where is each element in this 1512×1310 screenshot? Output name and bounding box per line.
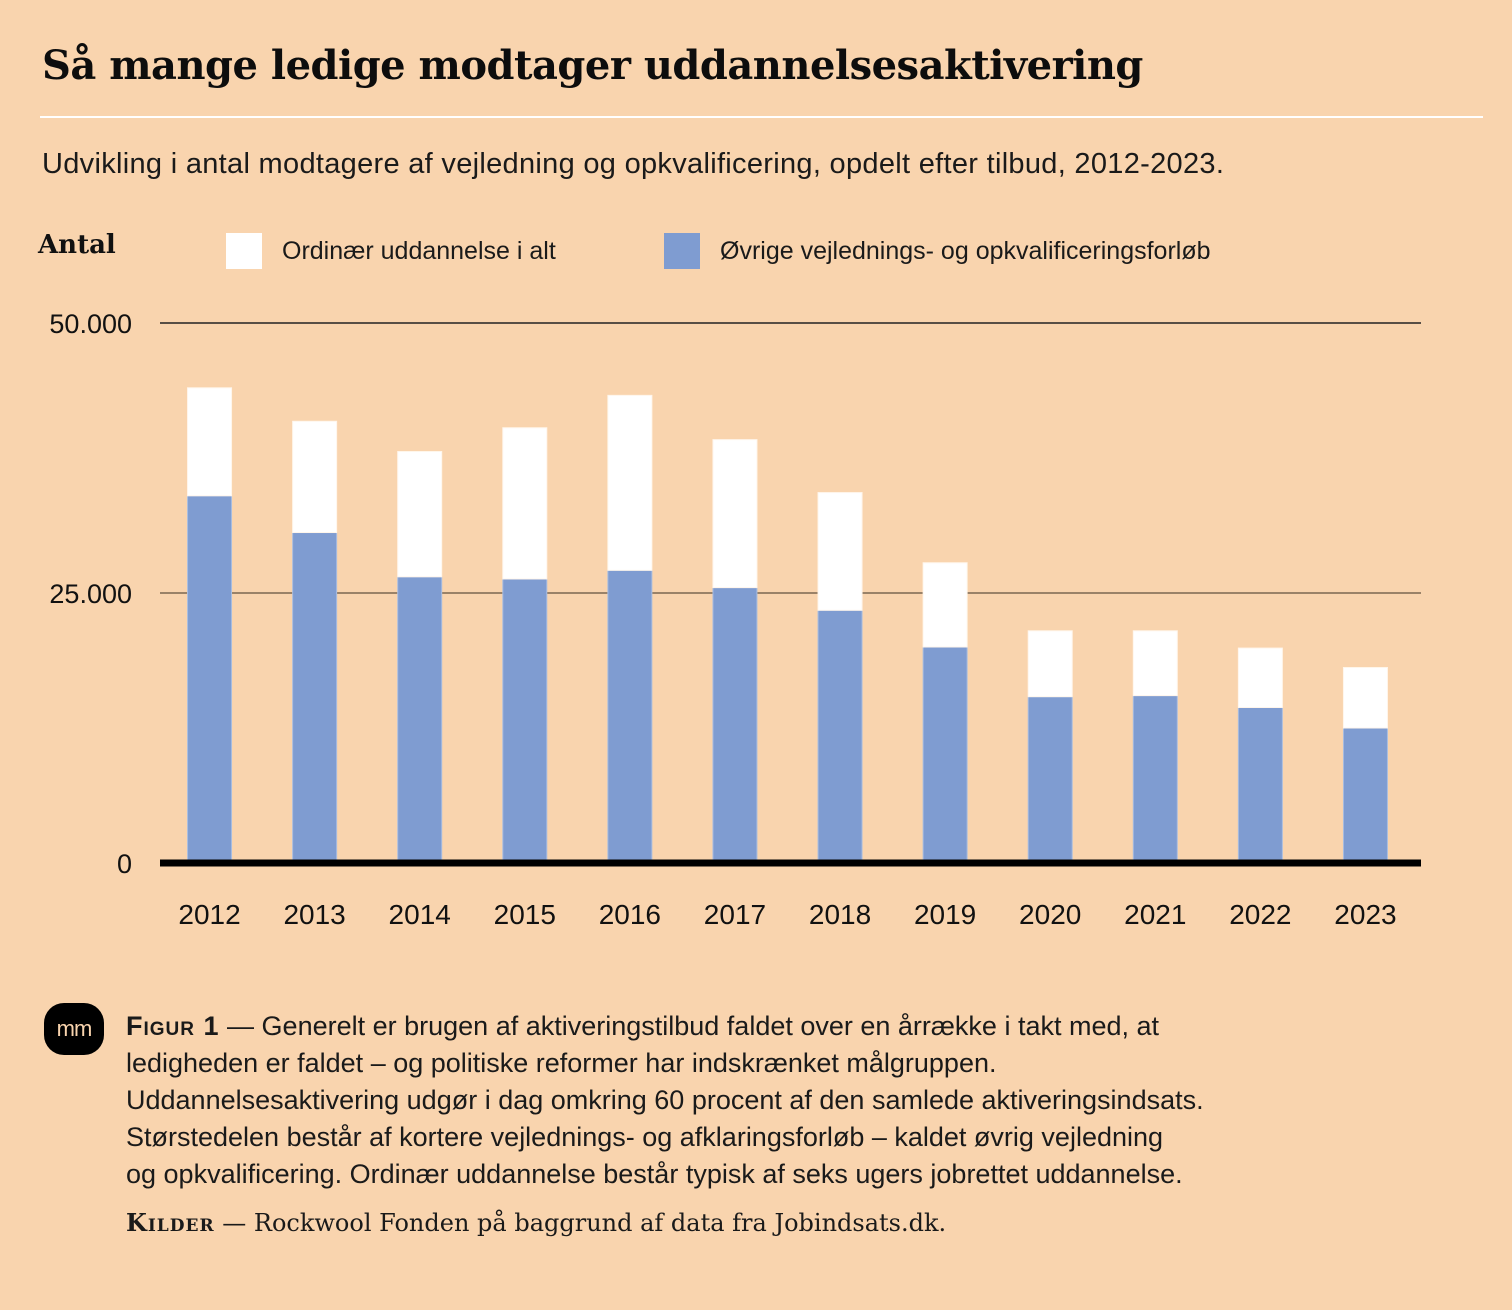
x-tick-label: 2020 bbox=[1019, 899, 1081, 930]
y-axis-label: Antal bbox=[38, 230, 116, 260]
y-tick-label: 50.000 bbox=[49, 309, 132, 339]
bar-segment-oevrige-2020 bbox=[1027, 696, 1073, 864]
bar-segment-ordinaer-2012 bbox=[187, 387, 233, 497]
x-tick-label: 2013 bbox=[283, 899, 345, 930]
bar-segment-ordinaer-2019 bbox=[922, 562, 968, 648]
caption-dash: — bbox=[227, 1011, 255, 1041]
sources: Kilder — Rockwool Fonden på baggrund af … bbox=[126, 1208, 946, 1237]
bar-segment-ordinaer-2013 bbox=[292, 420, 338, 534]
mm-logo: mm bbox=[44, 1003, 104, 1055]
bar-segment-oevrige-2015 bbox=[502, 578, 548, 864]
sources-dash: — bbox=[222, 1209, 247, 1237]
caption-line: Størstedelen består af kortere vejlednin… bbox=[126, 1122, 1164, 1152]
bar-segment-ordinaer-2021 bbox=[1132, 630, 1178, 697]
bar-segment-ordinaer-2023 bbox=[1342, 667, 1388, 729]
x-tick-label: 2016 bbox=[599, 899, 661, 930]
sources-label: Kilder bbox=[126, 1208, 215, 1237]
bar-segment-oevrige-2019 bbox=[922, 646, 968, 864]
caption-line: og opkvalificering. Ordinær uddannelse b… bbox=[126, 1159, 1183, 1189]
x-tick-label: 2019 bbox=[914, 899, 976, 930]
legend-label: Øvrige vejlednings- og opkvalificeringsf… bbox=[720, 236, 1211, 265]
bar-chart: 0 25.000 50.000 2012 2013 2014 2015 2016 2017 201… bbox=[49, 309, 1421, 930]
bar-segment-ordinaer-2015 bbox=[502, 427, 548, 580]
legend-swatch-blue bbox=[664, 233, 700, 269]
bar-segment-oevrige-2014 bbox=[397, 576, 443, 864]
bar-segment-oevrige-2013 bbox=[292, 532, 338, 864]
y-tick-label: 0 bbox=[117, 849, 132, 879]
bar-segment-oevrige-2021 bbox=[1132, 695, 1178, 864]
x-tick-label: 2014 bbox=[389, 899, 451, 930]
bar-segment-ordinaer-2022 bbox=[1237, 647, 1283, 708]
figure-caption: Figur 1 — Generelt er brugen af aktiveri… bbox=[126, 1008, 1466, 1193]
bar-segment-oevrige-2022 bbox=[1237, 706, 1283, 864]
bar-segment-ordinaer-2017 bbox=[712, 439, 758, 589]
legend-item-oevrige: Øvrige vejlednings- og opkvalificeringsf… bbox=[664, 233, 1211, 269]
logo-text: mm bbox=[56, 1016, 93, 1041]
caption-line: ledigheden er faldet – og politiske refo… bbox=[126, 1048, 997, 1078]
legend-swatch-white bbox=[226, 233, 262, 269]
bar-segment-oevrige-2023 bbox=[1342, 727, 1388, 864]
caption-line: Generelt er brugen af aktiveringstilbud … bbox=[261, 1011, 1160, 1041]
sources-text: Rockwool Fonden på baggrund af data fra … bbox=[253, 1209, 947, 1237]
bar-segment-oevrige-2016 bbox=[607, 569, 653, 864]
x-tick-label: 2021 bbox=[1124, 899, 1186, 930]
legend-label: Ordinær uddannelse i alt bbox=[282, 236, 556, 265]
x-tick-label: 2022 bbox=[1229, 899, 1291, 930]
title-divider bbox=[40, 116, 1483, 118]
bar-segment-ordinaer-2014 bbox=[397, 451, 443, 578]
bar-segment-oevrige-2012 bbox=[187, 495, 233, 864]
bar-segment-ordinaer-2016 bbox=[607, 394, 653, 571]
bar-segment-ordinaer-2020 bbox=[1027, 630, 1073, 698]
bar-segment-oevrige-2017 bbox=[712, 587, 758, 864]
figure-label: Figur 1 bbox=[126, 1011, 220, 1041]
bar-segment-oevrige-2018 bbox=[817, 609, 863, 864]
y-tick-label: 25.000 bbox=[49, 579, 132, 609]
legend-item-ordinaer: Ordinær uddannelse i alt bbox=[226, 233, 556, 269]
x-tick-label: 2015 bbox=[494, 899, 556, 930]
chart-subtitle: Udvikling i antal modtagere af vejlednin… bbox=[42, 148, 1225, 180]
x-tick-label: 2023 bbox=[1334, 899, 1396, 930]
chart-title: Så mange ledige modtager uddannelsesakti… bbox=[42, 42, 1143, 89]
caption-line: Uddannelsesaktivering udgør i dag omkrin… bbox=[126, 1085, 1204, 1115]
x-tick-label: 2012 bbox=[178, 899, 240, 930]
bar-segment-ordinaer-2018 bbox=[817, 492, 863, 611]
x-tick-label: 2017 bbox=[704, 899, 766, 930]
x-tick-label: 2018 bbox=[809, 899, 871, 930]
